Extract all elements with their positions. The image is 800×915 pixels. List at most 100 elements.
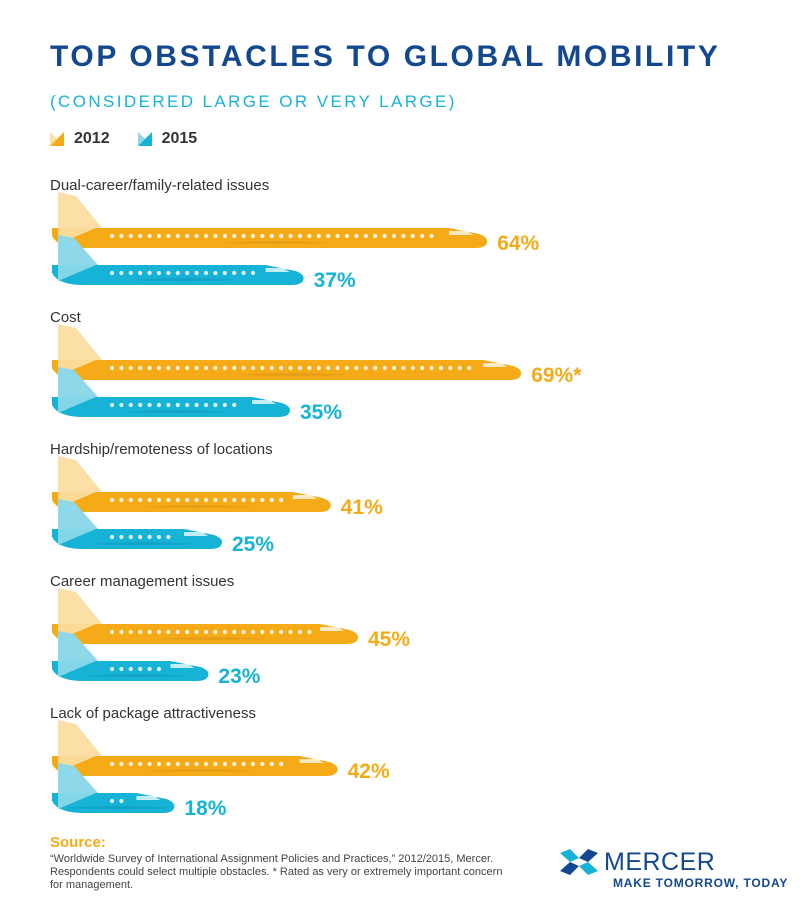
wing (156, 637, 266, 640)
tail-fin-2015 (58, 499, 98, 529)
value-label-2012: 42% (348, 760, 390, 783)
cabin-window (185, 402, 190, 408)
cabin-window (109, 534, 115, 540)
tail-fin-2015 (58, 631, 98, 661)
cabin-window (128, 629, 133, 635)
cabin-window (147, 534, 152, 540)
tail-highlight (58, 397, 96, 413)
cabin-window (269, 233, 274, 239)
cabin-window (156, 497, 162, 503)
cabin-window (241, 233, 246, 239)
cabin-window (128, 666, 133, 672)
bar-2012 (52, 360, 522, 380)
cabin-window (391, 233, 397, 239)
cabin-window (307, 233, 312, 239)
cabin-window (119, 497, 124, 503)
cabin-window (185, 270, 190, 276)
cabin-window (166, 270, 171, 276)
cabin-window (260, 629, 265, 635)
value-label-2012: 41% (341, 496, 383, 519)
chart-title: TOP OBSTACLES TO GLOBAL MOBILITY (50, 40, 721, 73)
source-title: Source: (50, 834, 106, 851)
cabin-window (156, 629, 162, 635)
cabin-window (156, 402, 162, 408)
cabin-window (222, 761, 227, 767)
mercer-logo: MERCER MAKE TOMORROW, TODAY (560, 848, 787, 892)
cabin-window (363, 365, 368, 371)
cabin-window (250, 365, 256, 371)
airplane-bar-chart: Dual-career/family-related issues 64% 37% C… (50, 177, 582, 820)
bar-2012 (52, 756, 338, 776)
cabin-window (373, 365, 378, 371)
cabin-window (203, 761, 209, 767)
cabin-window (156, 365, 162, 371)
cabin-window (335, 365, 340, 371)
cabin-window (119, 761, 124, 767)
cabin-window (288, 365, 293, 371)
cabin-window (335, 233, 340, 239)
cabin-window (222, 233, 227, 239)
cabin-window (175, 270, 180, 276)
cabin-window (166, 233, 171, 239)
cabin-window (203, 365, 209, 371)
cabin-window (354, 233, 359, 239)
tail-fin-2012 (58, 588, 102, 624)
cabin-window (109, 761, 115, 767)
cabin-window (269, 761, 274, 767)
mercer-wordmark: MERCER (604, 848, 716, 876)
cabin-window (232, 497, 237, 503)
cabin-window (194, 233, 199, 239)
wing (220, 241, 331, 244)
bar-2015 (52, 499, 222, 549)
cabin-window (260, 233, 265, 239)
cabin-window (147, 497, 152, 503)
cabin-window (232, 365, 237, 371)
wing (64, 806, 175, 809)
cabin-window (420, 365, 425, 371)
cabin-window (185, 629, 190, 635)
category-label: Lack of package attractiveness (50, 705, 256, 722)
cabin-window (241, 761, 246, 767)
cabin-window (175, 233, 180, 239)
value-label-2012: 45% (368, 628, 410, 651)
value-label-2015: 37% (314, 269, 356, 292)
cabin-window (279, 761, 284, 767)
cabin-window (119, 402, 124, 408)
legend-swatch-2012-icon (50, 132, 64, 146)
cabin-window (213, 402, 218, 408)
cockpit-window (292, 495, 317, 499)
tail-fin-2012 (58, 720, 102, 756)
cabin-window (109, 497, 115, 503)
cabin-window (194, 365, 199, 371)
cabin-window (166, 534, 171, 540)
cabin-window (138, 402, 143, 408)
fuselage (52, 492, 331, 512)
cabin-window (429, 233, 434, 239)
cabin-window (203, 497, 209, 503)
cabin-window (166, 497, 171, 503)
cabin-window (438, 365, 444, 371)
tail-fin-2012 (58, 324, 102, 360)
cockpit-window (299, 759, 324, 763)
cabin-window (166, 365, 171, 371)
cabin-window (119, 270, 124, 276)
fuselage (52, 360, 522, 380)
cockpit-window (170, 664, 195, 668)
cabin-window (241, 270, 246, 276)
cabin-window (109, 365, 115, 371)
cabin-window (147, 402, 152, 408)
bar-2012 (52, 228, 488, 248)
cabin-window (222, 270, 227, 276)
cabin-window (260, 761, 265, 767)
cabin-window (401, 233, 406, 239)
cabin-window (119, 629, 124, 635)
cabin-window (185, 233, 190, 239)
cabin-window (156, 761, 162, 767)
cabin-window (147, 270, 152, 276)
legend-item-2015: 2015 (137, 130, 197, 148)
cabin-window (467, 365, 472, 371)
legend-item-2012: 2012 (50, 130, 110, 148)
cabin-window (138, 629, 143, 635)
cabin-window (109, 629, 115, 635)
wing (88, 542, 198, 545)
